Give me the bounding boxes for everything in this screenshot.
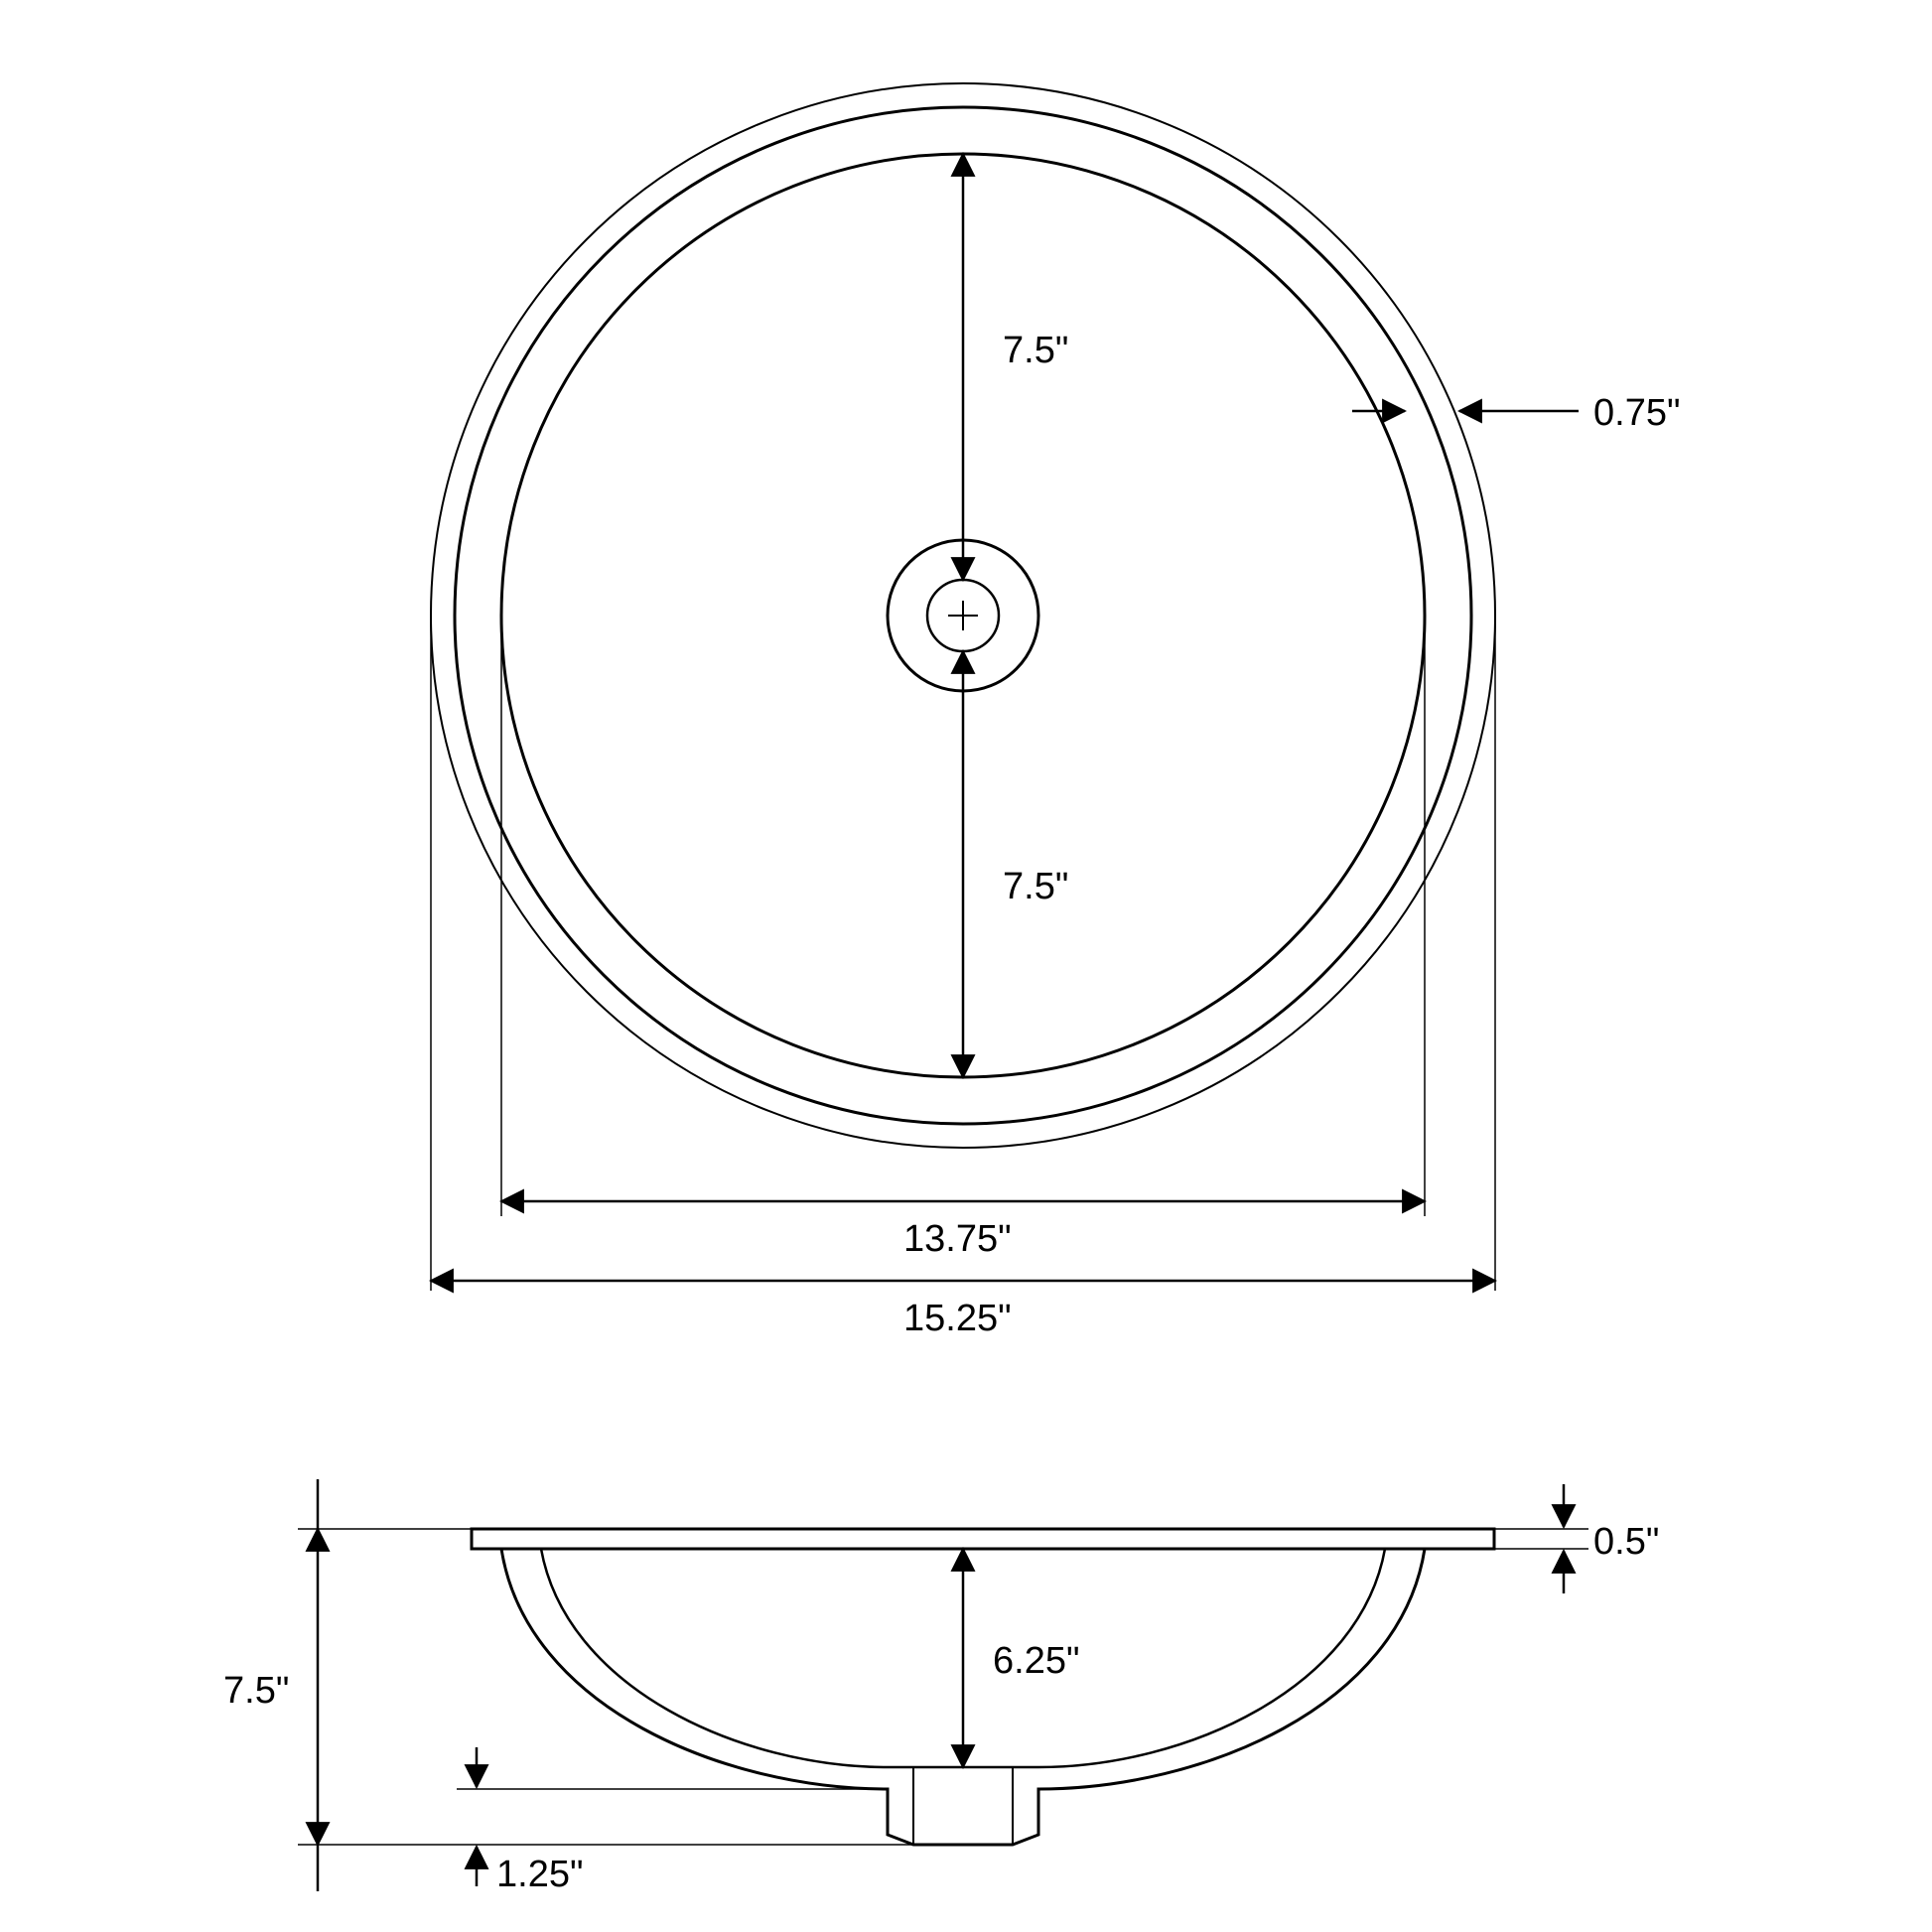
drain-height-label: 1.25"	[496, 1854, 583, 1895]
rim-thickness-label: 0.75"	[1593, 392, 1680, 434]
lip-thickness-label: 0.5"	[1593, 1521, 1659, 1563]
lip-outline	[472, 1529, 1494, 1549]
radius-top-label: 7.5"	[1003, 330, 1068, 371]
outer-diameter-label: 15.25"	[903, 1298, 1012, 1339]
total-height-label: 7.5"	[223, 1670, 289, 1712]
side-view: 7.5" 1.25" 6.25" 0.5"	[223, 1479, 1659, 1895]
sink-dimension-diagram: 7.5" 7.5" 0.75" 13.75" 15.25"	[0, 0, 1932, 1932]
bowl-depth-label: 6.25"	[993, 1640, 1079, 1682]
top-view: 7.5" 7.5" 0.75" 13.75" 15.25"	[431, 83, 1680, 1339]
inner-diameter-label: 13.75"	[903, 1218, 1012, 1260]
radius-bottom-label: 7.5"	[1003, 866, 1068, 907]
